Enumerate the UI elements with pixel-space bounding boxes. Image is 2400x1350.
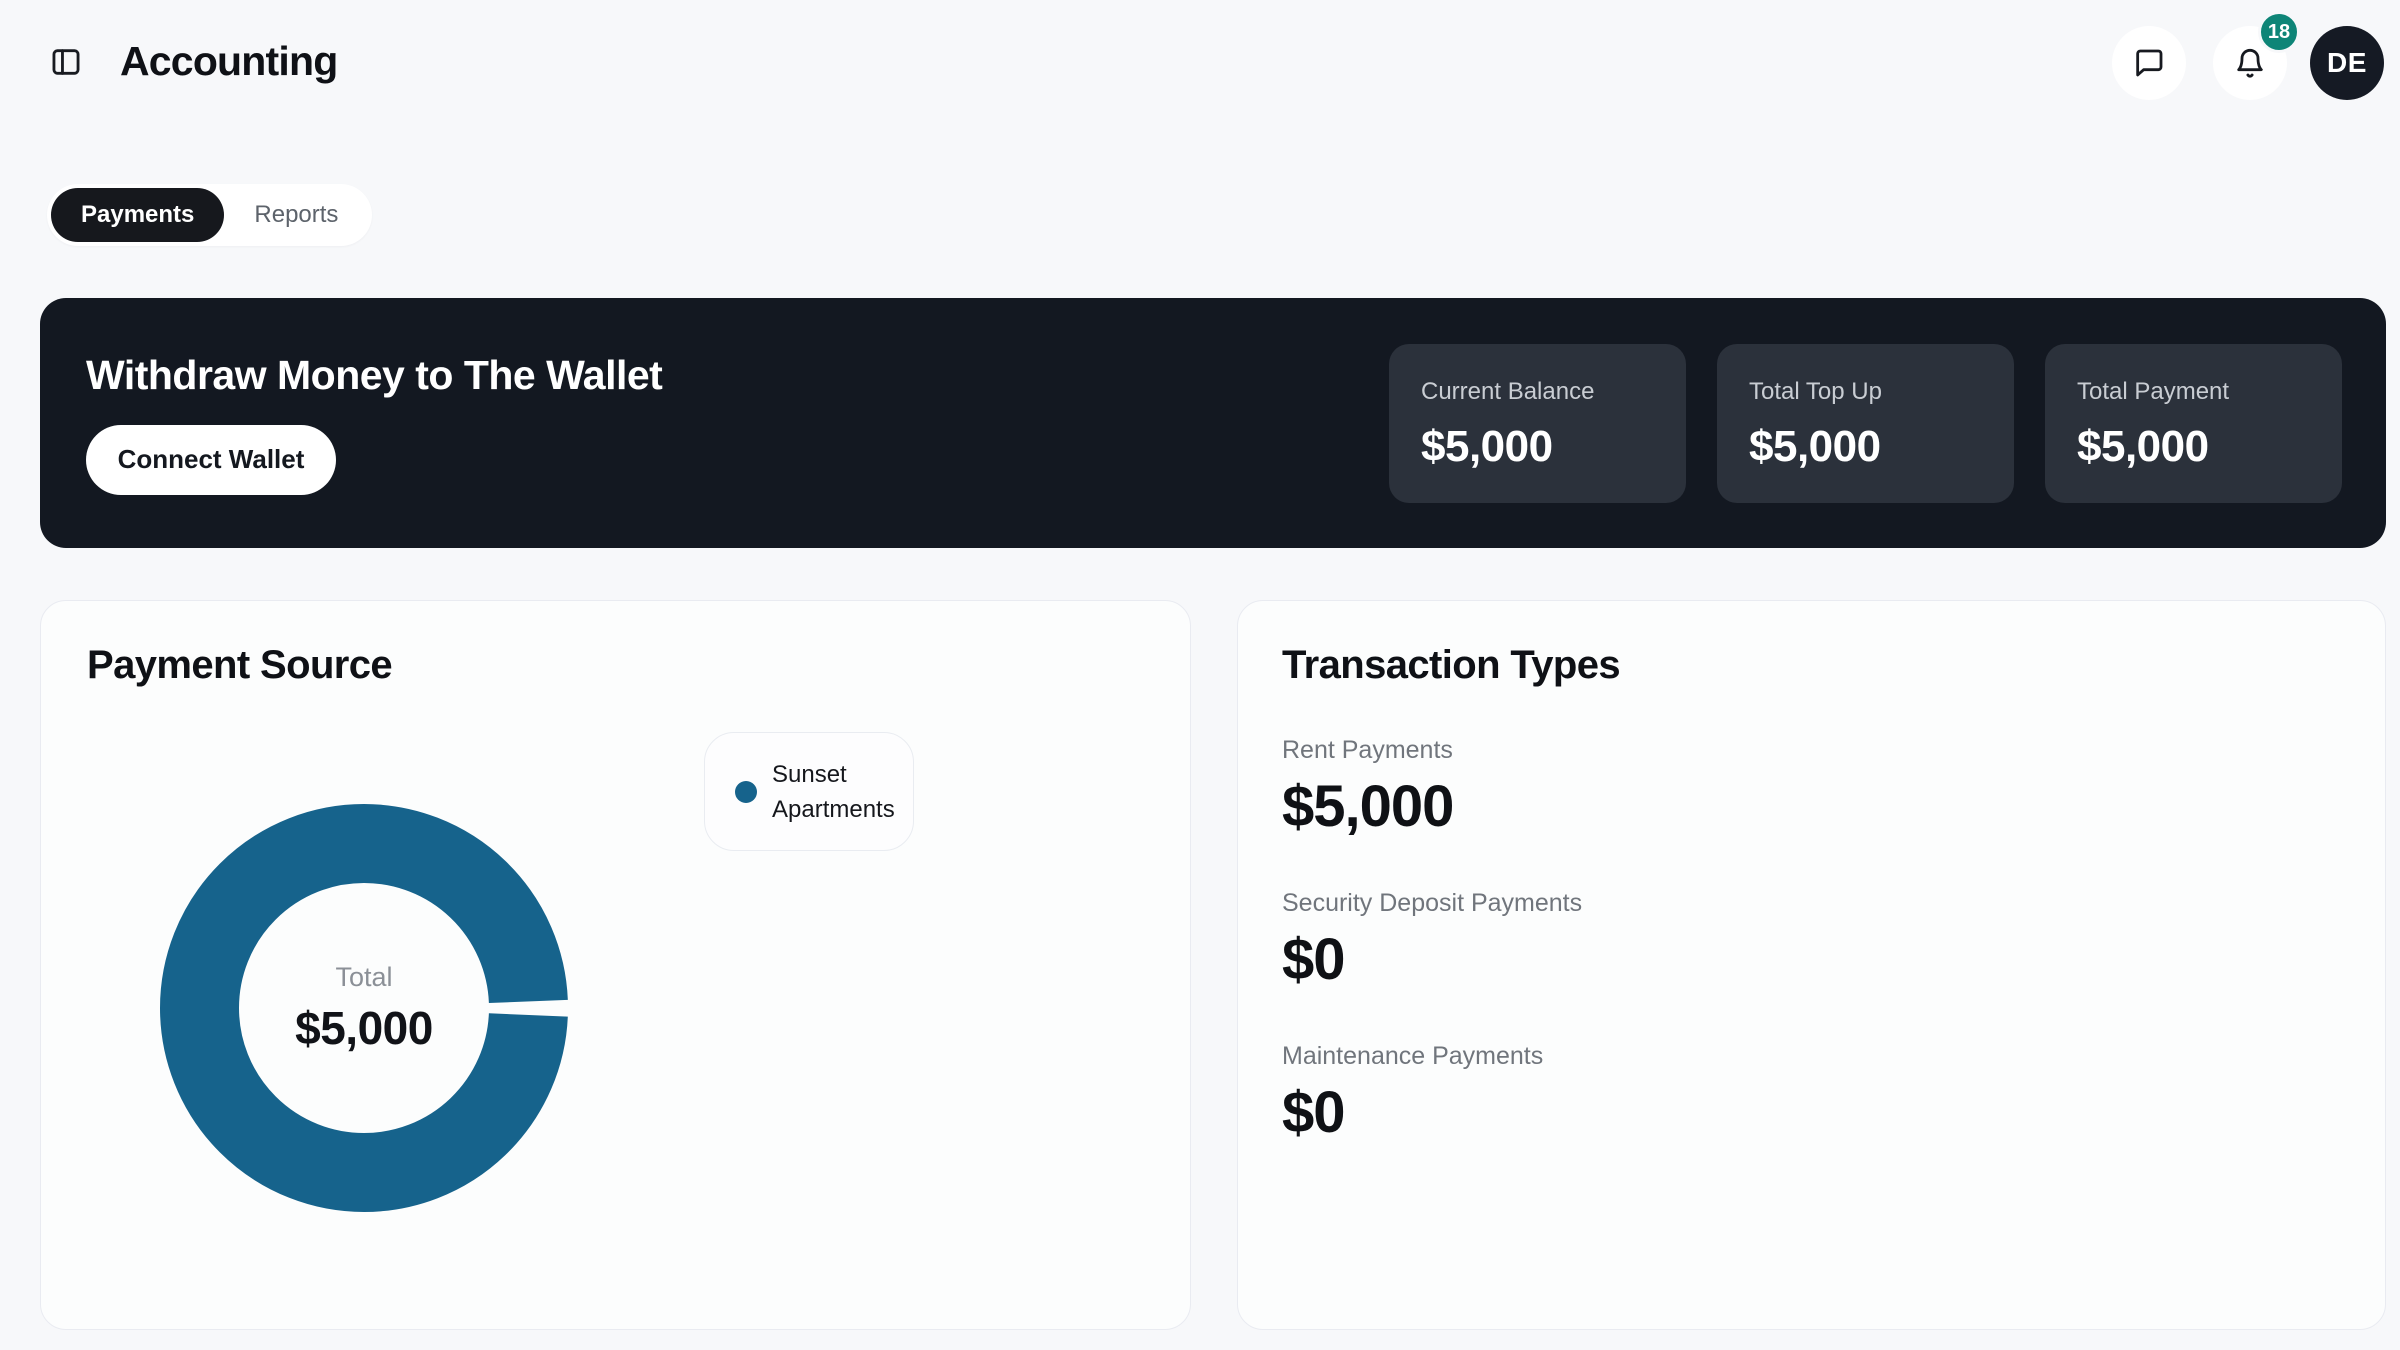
withdraw-banner: Withdraw Money to The Wallet Connect Wal…: [40, 298, 2386, 548]
page-title: Accounting: [120, 38, 338, 84]
tab-reports[interactable]: Reports: [224, 188, 368, 242]
payment-source-card: Payment Source Total $5,000 Sunset Apart…: [40, 600, 1191, 1330]
panel-left-icon: [49, 45, 83, 79]
transaction-types-list: Rent Payments $5,000 Security Deposit Pa…: [1282, 736, 1582, 1195]
stat-label: Total Top Up: [1749, 377, 1882, 405]
withdraw-banner-left: Withdraw Money to The Wallet Connect Wal…: [86, 351, 663, 495]
transaction-types-title: Transaction Types: [1282, 643, 1621, 687]
txn-item-security-deposit: Security Deposit Payments $0: [1282, 889, 1582, 993]
withdraw-banner-title: Withdraw Money to The Wallet: [86, 351, 663, 398]
stat-card-total-top-up: Total Top Up $5,000: [1717, 343, 2014, 503]
stat-card-total-payment: Total Payment $5,000: [2045, 343, 2342, 503]
donut-svg: [160, 804, 568, 1212]
txn-label: Security Deposit Payments: [1282, 889, 1583, 917]
txn-item-maintenance: Maintenance Payments $0: [1282, 1042, 1582, 1146]
stat-label: Total Payment: [2077, 377, 2230, 405]
txn-item-rent: Rent Payments $5,000: [1282, 736, 1582, 840]
connect-wallet-button[interactable]: Connect Wallet: [86, 424, 336, 495]
sidebar-toggle-button[interactable]: [44, 40, 88, 84]
legend-swatch: [735, 780, 757, 803]
chat-bubble-icon: [2133, 47, 2165, 79]
notifications-button[interactable]: 18: [2213, 11, 2300, 100]
stat-value: $5,000: [1749, 421, 1881, 471]
legend-item-sunset-apartments[interactable]: Sunset Apartments: [704, 732, 914, 851]
txn-label: Rent Payments: [1282, 736, 1453, 764]
stat-card-current-balance: Current Balance $5,000: [1389, 343, 1686, 503]
tab-bar: Payments Reports: [47, 184, 373, 246]
donut-slice[interactable]: [160, 804, 568, 1212]
chat-button[interactable]: [2112, 26, 2186, 100]
legend-label: Sunset Apartments: [772, 760, 895, 823]
payment-source-title: Payment Source: [87, 643, 393, 687]
banner-stats: Current Balance $5,000 Total Top Up $5,0…: [1389, 343, 2342, 503]
bell-icon: [2234, 47, 2266, 79]
txn-value: $0: [1282, 927, 1346, 992]
user-avatar[interactable]: DE: [2310, 26, 2384, 100]
txn-label: Maintenance Payments: [1282, 1042, 1544, 1070]
stat-label: Current Balance: [1421, 377, 1595, 405]
tab-payments[interactable]: Payments: [51, 188, 225, 242]
txn-value: $0: [1282, 1080, 1346, 1145]
payment-source-donut-chart: Total $5,000: [156, 800, 572, 1216]
txn-value: $5,000: [1282, 774, 1454, 839]
stat-value: $5,000: [2077, 421, 2209, 471]
stat-value: $5,000: [1421, 421, 1553, 471]
notification-count-badge: 18: [2258, 11, 2300, 53]
transaction-types-card: Transaction Types Rent Payments $5,000 S…: [1237, 600, 2386, 1330]
